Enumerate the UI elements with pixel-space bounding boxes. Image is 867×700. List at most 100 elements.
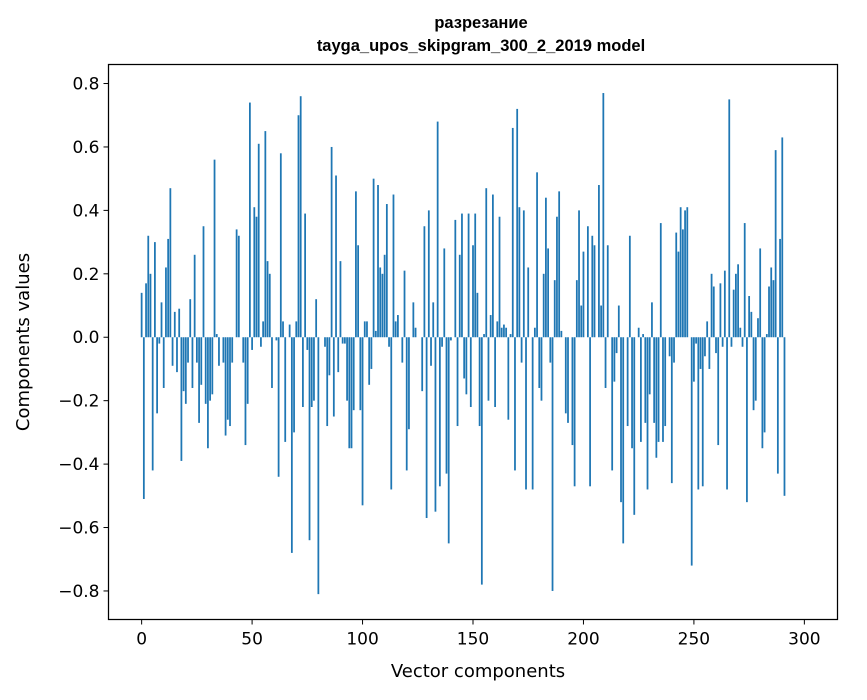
bar (324, 337, 326, 347)
bar (390, 337, 393, 490)
bar (478, 337, 481, 427)
bar (441, 337, 443, 347)
bar (494, 337, 496, 408)
bar (253, 207, 256, 338)
bar (741, 337, 744, 347)
bar (195, 337, 198, 363)
bar (765, 334, 768, 338)
bar (763, 337, 766, 433)
bar (251, 337, 253, 350)
bar (743, 223, 746, 338)
bar (701, 337, 704, 487)
bar (754, 337, 757, 401)
bar (262, 321, 265, 338)
bar (408, 337, 410, 430)
bar (180, 337, 183, 461)
bar (483, 334, 485, 338)
bar (662, 337, 664, 442)
bar (750, 311, 753, 338)
bar (366, 321, 368, 338)
bar (306, 337, 309, 350)
bar (699, 337, 702, 369)
chart-subtitle: tayga_upos_skipgram_300_2_2019 model (317, 37, 645, 55)
bar (198, 337, 200, 423)
bar (255, 216, 258, 338)
bar (284, 337, 287, 442)
bar (536, 172, 538, 338)
bar (474, 213, 477, 338)
bar (611, 337, 614, 471)
bar (171, 337, 174, 366)
bar (266, 261, 269, 338)
bar (264, 131, 267, 338)
bar (560, 330, 563, 338)
bar (246, 337, 249, 404)
bar (167, 238, 170, 338)
bar (147, 235, 150, 338)
bar (361, 337, 364, 506)
y-tick-label: 0.0 (72, 328, 99, 348)
bar (746, 337, 748, 503)
bar (779, 238, 781, 338)
bar (282, 321, 284, 338)
bar (463, 337, 466, 379)
bar (383, 254, 386, 338)
bar (670, 337, 673, 484)
bar (505, 327, 508, 338)
bar (456, 337, 459, 427)
y-tick-label: 0.6 (72, 138, 99, 158)
bar (326, 337, 329, 427)
bar (438, 337, 441, 487)
bar (425, 337, 428, 519)
bar (302, 337, 304, 408)
bar (781, 137, 784, 338)
bar (472, 245, 474, 338)
bar (149, 273, 152, 338)
bar (288, 324, 291, 338)
bar (726, 337, 728, 490)
bar (215, 334, 218, 338)
bar (770, 267, 773, 338)
bar (156, 337, 158, 414)
bar (673, 337, 675, 363)
bar (480, 337, 483, 585)
y-tick-label: −0.4 (58, 455, 99, 475)
bar (237, 235, 240, 338)
bar (394, 321, 397, 338)
bar (571, 337, 574, 446)
bar (737, 264, 739, 338)
bar (257, 143, 260, 338)
bar (229, 337, 231, 427)
bar (445, 337, 448, 474)
bar (622, 337, 625, 544)
bar (363, 321, 366, 338)
bar (447, 337, 450, 544)
bar (620, 337, 622, 503)
bar (759, 248, 762, 338)
bar (748, 296, 751, 338)
bar (304, 213, 306, 338)
bar (299, 96, 302, 338)
bar (191, 337, 194, 388)
x-tick-label: 250 (678, 630, 710, 650)
bar (728, 99, 731, 338)
bar (385, 204, 388, 338)
bar (350, 337, 353, 449)
y-tick-label: −0.6 (58, 519, 99, 539)
bar (485, 188, 488, 338)
bar (511, 127, 514, 338)
bar (503, 324, 505, 338)
bar (211, 337, 214, 395)
y-tick-label: 0.8 (72, 75, 99, 95)
bar (158, 337, 161, 344)
bar (761, 337, 764, 449)
y-axis-label: Components values (13, 253, 34, 431)
bar (295, 321, 298, 338)
bar (684, 210, 686, 338)
bar (556, 216, 558, 338)
bar (293, 337, 295, 433)
bar (388, 337, 390, 347)
bar (279, 153, 282, 338)
bar (397, 315, 399, 338)
